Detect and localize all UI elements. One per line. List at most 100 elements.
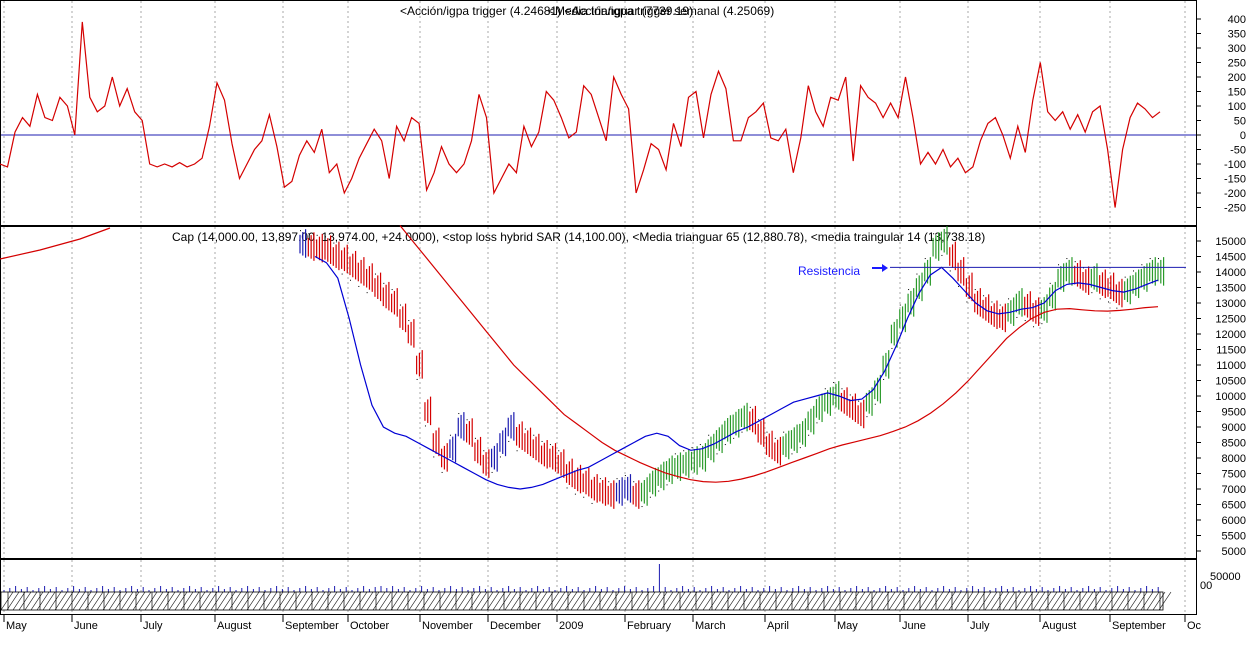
sar-dot <box>324 236 326 238</box>
sar-dot <box>624 475 626 477</box>
sar-dot <box>466 419 468 421</box>
hatch-line <box>696 591 710 611</box>
hatch-line <box>828 591 842 611</box>
hatch-line <box>552 591 566 611</box>
sar-dot <box>674 453 676 455</box>
sar-dot <box>399 304 401 306</box>
x-axis-label: Oc <box>1187 620 1202 632</box>
hatch-line <box>102 591 116 611</box>
sar-dot <box>416 378 418 380</box>
hatch-line <box>108 591 122 611</box>
price-y-label: 8000 <box>1222 453 1246 465</box>
hatch-line <box>894 591 908 611</box>
sar-dot <box>1116 307 1118 309</box>
oscillator-frame <box>0 0 1197 226</box>
hatch-line <box>1014 591 1028 611</box>
hatch-line <box>606 591 620 611</box>
hatch-line <box>588 591 602 611</box>
hatch-line <box>882 591 896 611</box>
hatch-line <box>522 591 536 611</box>
hatch-line <box>792 591 806 611</box>
hatch-line <box>618 591 632 611</box>
sar-dot <box>958 285 960 287</box>
ma65-early-segment <box>0 227 111 260</box>
sar-dot <box>949 270 951 272</box>
sar-dot <box>533 434 535 436</box>
price-y-label: 12500 <box>1215 314 1246 326</box>
hatch-line <box>510 591 524 611</box>
volume-hatch-strip <box>0 591 1172 611</box>
oscillator-series-line <box>0 21 1161 208</box>
x-axis-label: August <box>217 620 251 632</box>
hatch-line <box>966 591 980 611</box>
hatch-line <box>798 591 812 611</box>
hatch-line <box>276 591 290 611</box>
hatch-line <box>12 591 26 611</box>
sar-dot <box>441 471 443 473</box>
x-axis-labels: May June July August September October Novembe… <box>3 614 1202 632</box>
hatch-line <box>168 591 182 611</box>
oscillator-title-overlap: <Media trianguar (7739.19) <box>548 4 693 18</box>
hatch-line <box>612 591 626 611</box>
hatch-line <box>1158 591 1172 611</box>
hatch-line <box>498 591 512 611</box>
sar-dot <box>891 347 893 349</box>
hatch-line <box>120 591 134 611</box>
hatch-line <box>306 591 320 611</box>
sar-dot <box>708 434 710 436</box>
x-axis-label: September <box>1112 620 1166 632</box>
sar-dot <box>458 413 460 415</box>
hatch-line <box>348 591 362 611</box>
sar-dot <box>524 428 526 430</box>
resistance-label: Resistencia <box>798 264 860 278</box>
hatch-line <box>1134 591 1148 611</box>
hatch-line <box>780 591 794 611</box>
x-axis-label: 2009 <box>559 620 583 632</box>
sar-dot <box>566 487 568 489</box>
hatch-line <box>414 591 428 611</box>
price-y-label: 5500 <box>1222 531 1246 543</box>
sar-dot <box>666 484 668 486</box>
hatch-line <box>186 591 200 611</box>
hatch-line <box>0 591 14 611</box>
hatch-line <box>516 591 530 611</box>
hatch-line <box>426 591 440 611</box>
hatch-line <box>78 591 92 611</box>
hatch-line <box>240 591 254 611</box>
hatch-line <box>204 591 218 611</box>
sar-dot <box>691 447 693 449</box>
hatch-line <box>1128 591 1142 611</box>
hatch-line <box>192 591 206 611</box>
hatch-line <box>678 591 692 611</box>
hatch-line <box>1002 591 1016 611</box>
volume-bars <box>3 564 1159 592</box>
sar-dot <box>724 444 726 446</box>
media-triangular-65-line <box>399 225 1159 483</box>
price-y-label: 6000 <box>1222 515 1246 527</box>
oscillator-y-label: 150 <box>1228 87 1246 99</box>
x-axis-label: July <box>970 620 990 632</box>
sar-dot <box>658 490 660 492</box>
hatch-line <box>336 591 350 611</box>
hatch-line <box>246 591 260 611</box>
x-axis-label: February <box>627 620 672 632</box>
hatch-line <box>852 591 866 611</box>
sar-dot <box>341 273 343 275</box>
volume-tick-label: 50000 <box>1210 571 1241 583</box>
hatch-line <box>1146 591 1160 611</box>
sar-dot <box>1108 301 1110 303</box>
oscillator-y-label: 50 <box>1234 116 1246 128</box>
price-y-label: 8500 <box>1222 438 1246 450</box>
hatch-line <box>438 591 452 611</box>
hatch-line <box>540 591 554 611</box>
hatch-line <box>624 591 638 611</box>
hatch-line <box>1044 591 1058 611</box>
vertical-gridlines <box>3 1 1186 614</box>
hatch-line <box>84 591 98 611</box>
hatch-line <box>468 591 482 611</box>
oscillator-y-label: 100 <box>1228 101 1246 113</box>
hatch-line <box>714 591 728 611</box>
price-y-ticks: 15000 14500 14000 13500 13000 12500 12000 11500… <box>1196 236 1246 558</box>
hatch-line <box>726 591 740 611</box>
sar-dot <box>916 273 918 275</box>
